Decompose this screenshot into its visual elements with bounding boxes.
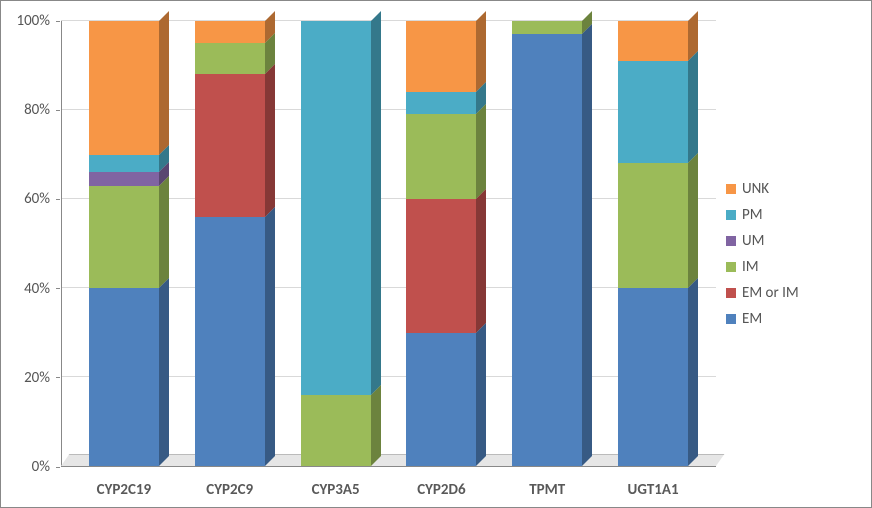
y-tick-label: 0% — [1, 458, 56, 476]
segment-EM — [89, 288, 159, 466]
bar-slot — [388, 21, 494, 466]
plot-area — [61, 21, 716, 467]
bar-slot — [71, 21, 177, 466]
segment-UNK — [618, 21, 688, 61]
bar-CYP2D6 — [406, 21, 476, 466]
bar-CYP2C9 — [195, 21, 265, 466]
segment-EM — [512, 34, 582, 466]
bars-region — [61, 21, 716, 466]
segment-IM — [512, 21, 582, 34]
y-tick-label: 40% — [1, 280, 56, 298]
bar-slot — [283, 21, 389, 466]
y-tick-label: 20% — [1, 369, 56, 387]
legend-swatch — [726, 288, 736, 298]
x-label: UGT1A1 — [600, 481, 706, 499]
bar-TPMT — [512, 21, 582, 466]
x-label: CYP2D6 — [388, 481, 494, 499]
legend-item-UNK: UNK — [726, 180, 855, 198]
bar-side-shadow — [582, 11, 592, 466]
stacked-bar-chart: 0% 20% 40% 60% 80% 100% CYP2C19CYP2C9CYP3A5CY… — [0, 0, 872, 508]
bar-CYP2C19 — [89, 21, 159, 466]
x-label: CYP3A5 — [283, 481, 389, 499]
segment-EM — [406, 333, 476, 467]
segment-IM — [89, 186, 159, 288]
legend-label: EM or IM — [742, 284, 799, 302]
segment-EM — [618, 288, 688, 466]
bar-slot — [600, 21, 706, 466]
segment-IM — [618, 163, 688, 288]
y-tick-label: 100% — [1, 12, 56, 30]
bar-slot — [494, 21, 600, 466]
segment-UM — [89, 172, 159, 185]
legend-item-UM: UM — [726, 232, 855, 250]
segment-IM — [195, 43, 265, 74]
segment-IM — [406, 114, 476, 199]
segment-EM — [195, 217, 265, 466]
segment-UNK — [406, 21, 476, 92]
legend-label: IM — [742, 258, 759, 276]
segment-EM-or-IM — [406, 199, 476, 333]
legend-swatch — [726, 210, 736, 220]
y-axis: 0%20%40%60%80%100% — [1, 21, 56, 467]
segment-UNK — [89, 21, 159, 155]
bar-CYP3A5 — [301, 21, 371, 466]
segment-PM — [89, 155, 159, 173]
bar-slot — [177, 21, 283, 466]
segment-PM — [301, 21, 371, 395]
y-tick-label: 60% — [1, 190, 56, 208]
bar-side-shadow — [159, 11, 169, 466]
legend-swatch — [726, 262, 736, 272]
segment-IM — [301, 395, 371, 466]
legend-item-EM: EM — [726, 310, 855, 328]
bar-side-shadow — [688, 11, 698, 466]
legend-swatch — [726, 314, 736, 324]
plot-wrap: 0% 20% 40% 60% 80% 100% CYP2C19CYP2C9CYP3A5CY… — [1, 1, 726, 507]
bar-side-shadow — [265, 11, 275, 466]
x-label: CYP2C9 — [177, 481, 283, 499]
segment-UNK — [195, 21, 265, 43]
legend-label: EM — [742, 310, 762, 328]
y-tick-label: 80% — [1, 101, 56, 119]
legend-label: PM — [742, 206, 763, 224]
legend-swatch — [726, 236, 736, 246]
segment-PM — [406, 92, 476, 114]
legend-item-PM: PM — [726, 206, 855, 224]
segment-EM-or-IM — [195, 74, 265, 216]
x-label: CYP2C19 — [71, 481, 177, 499]
legend-label: UM — [742, 232, 764, 250]
bar-side-shadow — [476, 11, 486, 466]
legend-swatch — [726, 184, 736, 194]
bar-UGT1A1 — [618, 21, 688, 466]
bar-side-shadow — [371, 11, 381, 466]
x-axis-labels: CYP2C19CYP2C9CYP3A5CYP2D6TPMTUGT1A1 — [61, 481, 716, 499]
legend-item-EM-or-IM: EM or IM — [726, 284, 855, 302]
legend-item-IM: IM — [726, 258, 855, 276]
x-label: TPMT — [494, 481, 600, 499]
segment-PM — [618, 61, 688, 163]
legend: UNK PM UM IM EM or IM EM — [726, 1, 871, 507]
legend-label: UNK — [742, 180, 769, 198]
